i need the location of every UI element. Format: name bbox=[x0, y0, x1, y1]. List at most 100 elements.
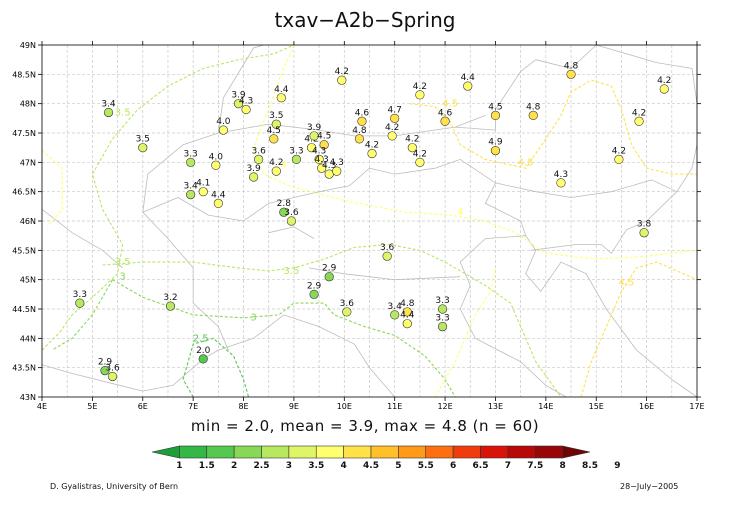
colorbar-label: 8.5 bbox=[582, 461, 598, 471]
border-line bbox=[308, 267, 461, 281]
station-value-label: 4.4 bbox=[211, 190, 226, 200]
border-line bbox=[41, 208, 123, 269]
colorbar-label: 6 bbox=[450, 461, 456, 471]
station-value-label: 4.2 bbox=[612, 146, 626, 156]
lon-tick-label: 13E bbox=[488, 402, 503, 411]
colorbar-label: 5.5 bbox=[418, 461, 434, 471]
station-marker bbox=[387, 131, 397, 141]
station-marker bbox=[165, 301, 176, 311]
contour-label: 3.5 bbox=[115, 257, 131, 268]
station-value-label: 4.4 bbox=[400, 311, 415, 321]
border-line bbox=[218, 314, 396, 398]
station-marker bbox=[437, 322, 448, 332]
station-value-label: 4.6 bbox=[355, 108, 370, 118]
station-marker bbox=[286, 216, 297, 226]
border-line bbox=[484, 182, 527, 236]
station-value-label: 3.6 bbox=[380, 243, 395, 253]
station-marker bbox=[138, 143, 148, 153]
contour-label: 4 bbox=[281, 160, 287, 171]
lon-tick-label: 8E bbox=[238, 402, 248, 411]
contour-line bbox=[409, 79, 697, 175]
station-marker bbox=[271, 166, 281, 176]
station-value-label: 4.3 bbox=[239, 97, 253, 107]
border-line bbox=[455, 115, 486, 128]
contour-label: 3.5 bbox=[283, 266, 299, 277]
contour-label: 4.5 bbox=[619, 278, 635, 289]
station-marker bbox=[634, 116, 644, 126]
colorbar-label: 5 bbox=[395, 461, 401, 471]
station-marker bbox=[357, 116, 367, 126]
station-value-label: 4.3 bbox=[314, 155, 328, 165]
station-value-label: 3.4 bbox=[388, 302, 403, 312]
station-value-label: 4.2 bbox=[335, 67, 349, 77]
border-line bbox=[596, 44, 698, 104]
contour-line bbox=[182, 337, 250, 398]
station-marker bbox=[440, 116, 450, 126]
station-value-label: 4.2 bbox=[365, 141, 379, 151]
colorbar-swatch bbox=[370, 445, 399, 459]
station-value-label: 4.3 bbox=[554, 170, 568, 180]
contour-lines bbox=[41, 44, 698, 398]
station-marker bbox=[107, 371, 118, 382]
colorbar-swatch bbox=[534, 445, 563, 459]
station-value-label: 4.2 bbox=[413, 149, 427, 159]
station-marker bbox=[402, 319, 412, 329]
border-line bbox=[142, 211, 229, 351]
lon-tick-label: 15E bbox=[589, 402, 604, 411]
contour-labels: 3.5 3.5 3 2.5 3 3.5 4 4 4.5 4.5 4.5 bbox=[115, 99, 635, 345]
colorbar-label: 9 bbox=[614, 461, 620, 471]
station-value-label: 4.8 bbox=[526, 102, 541, 112]
station-value-label: 2.9 bbox=[98, 358, 113, 368]
colorbar-label: 4.5 bbox=[363, 461, 379, 471]
lat-tick-label: 45N bbox=[20, 276, 36, 285]
station-value-label: 3.4 bbox=[101, 99, 116, 109]
station-marker bbox=[249, 172, 259, 182]
station-value-label: 4.1 bbox=[196, 179, 210, 189]
colorbar-label: 6.5 bbox=[473, 461, 489, 471]
contour-line bbox=[41, 44, 295, 351]
station-value-label: 4.8 bbox=[352, 126, 367, 136]
contour-line bbox=[580, 261, 698, 398]
station-value-label: 3.5 bbox=[269, 111, 283, 121]
station-value-label: 4.5 bbox=[317, 132, 331, 142]
date-text: 28−July−2005 bbox=[620, 482, 679, 491]
contour-line bbox=[102, 243, 562, 398]
station-value-label: 2.9 bbox=[307, 281, 322, 291]
station-marker bbox=[291, 154, 302, 164]
lat-tick-label: 49N bbox=[20, 41, 36, 50]
station-marker bbox=[317, 163, 327, 173]
station-marker bbox=[269, 134, 279, 144]
station-marker bbox=[276, 93, 286, 103]
station-marker bbox=[382, 251, 392, 261]
station-marker bbox=[337, 75, 347, 85]
coastline-and-borders bbox=[41, 44, 698, 398]
border-line bbox=[142, 158, 677, 222]
station-value-label: 3.3 bbox=[435, 314, 449, 324]
station-value-label: 4.2 bbox=[413, 82, 427, 92]
station-marker bbox=[241, 104, 251, 115]
station-marker bbox=[367, 148, 377, 159]
border-line bbox=[268, 226, 315, 239]
lat-tick-label: 44.5N bbox=[12, 305, 36, 314]
station-marker bbox=[306, 143, 317, 153]
lat-tick-label: 43.5N bbox=[12, 364, 36, 373]
colorbar: 1 1.5 2 2.5 3 3.5 4 4.5 5 5.5 6 6.5 7 7.5 8 8.5 9 bbox=[151, 445, 621, 471]
lon-tick-label: 12E bbox=[437, 402, 452, 411]
station-value-label: 4.8 bbox=[400, 299, 415, 309]
station-value-label: 4.2 bbox=[657, 76, 671, 86]
station-marker bbox=[390, 310, 400, 320]
station-value-label: 3.3 bbox=[435, 296, 449, 306]
station-value-label: 3.3 bbox=[73, 290, 87, 300]
colorbar-label: 2.5 bbox=[254, 461, 270, 471]
border-line bbox=[676, 144, 698, 192]
colorbar-label: 4 bbox=[340, 461, 346, 471]
station-marker bbox=[279, 207, 289, 217]
station-value-label: 3.8 bbox=[637, 220, 652, 230]
station-value-label: 3.2 bbox=[163, 293, 177, 303]
station-marker bbox=[186, 157, 196, 167]
contour-label: 3 bbox=[119, 272, 125, 283]
lon-tick-label: 5E bbox=[87, 402, 97, 411]
lat-tick-label: 48.5N bbox=[12, 70, 36, 79]
colorbar-swatch bbox=[452, 445, 481, 459]
